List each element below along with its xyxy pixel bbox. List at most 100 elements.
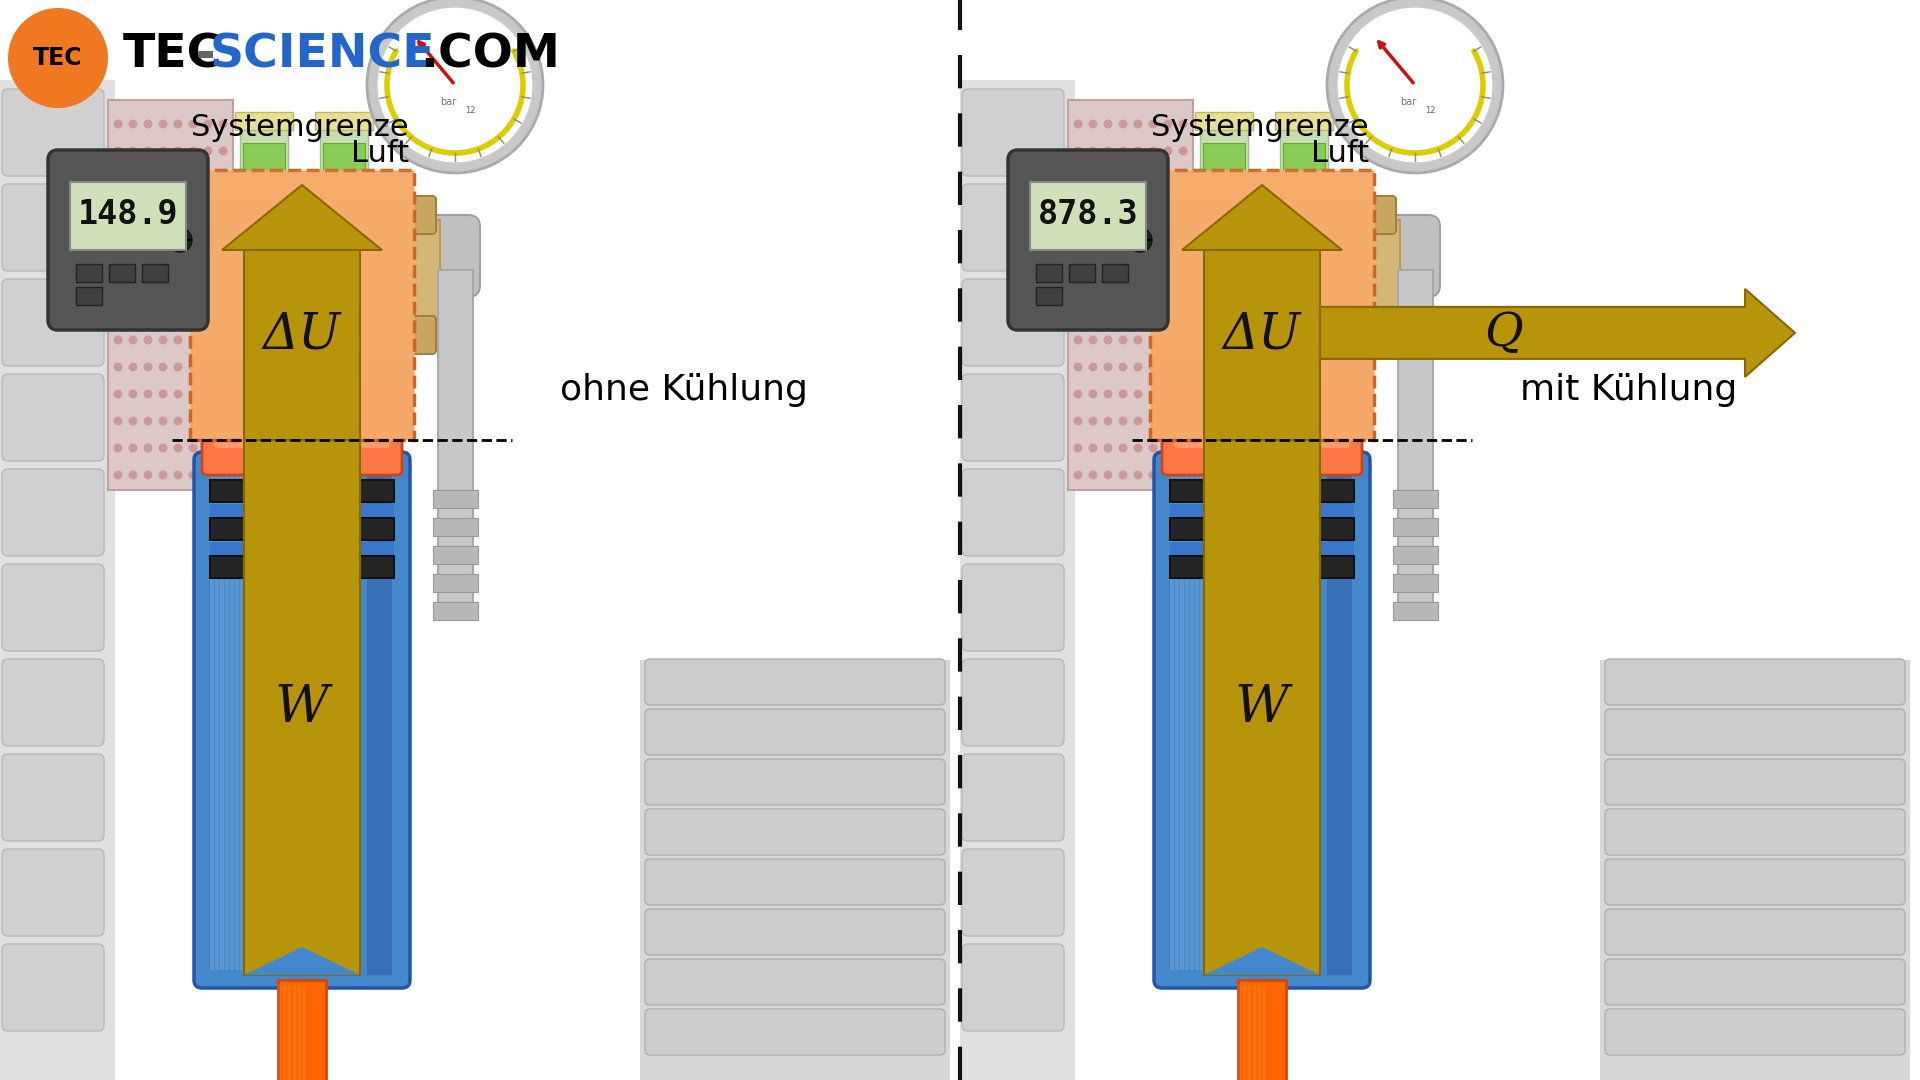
Circle shape <box>1179 363 1187 372</box>
Circle shape <box>8 8 108 108</box>
Circle shape <box>204 471 213 480</box>
FancyBboxPatch shape <box>2 184 104 271</box>
Bar <box>1258 985 1261 1080</box>
Circle shape <box>144 255 152 264</box>
Circle shape <box>1119 282 1127 291</box>
Bar <box>1169 542 1354 556</box>
Bar <box>1283 143 1325 175</box>
Circle shape <box>159 255 167 264</box>
FancyBboxPatch shape <box>962 184 1064 271</box>
Bar <box>209 518 394 540</box>
Circle shape <box>1133 147 1142 156</box>
Circle shape <box>1104 309 1112 318</box>
Circle shape <box>1104 201 1112 210</box>
Circle shape <box>1104 471 1112 480</box>
Bar <box>142 264 169 282</box>
Text: 12: 12 <box>465 106 476 114</box>
Bar <box>380 220 440 320</box>
Circle shape <box>129 444 138 453</box>
FancyBboxPatch shape <box>2 469 104 556</box>
Bar <box>278 980 326 1080</box>
Circle shape <box>159 471 167 480</box>
Circle shape <box>1073 120 1083 129</box>
Text: .COM: .COM <box>420 32 561 78</box>
Bar <box>960 80 1075 1080</box>
Circle shape <box>188 228 198 237</box>
Bar <box>190 224 415 251</box>
Circle shape <box>144 444 152 453</box>
Bar <box>1394 518 1438 536</box>
Text: ohne Kühlung: ohne Kühlung <box>561 373 808 407</box>
Polygon shape <box>244 947 361 975</box>
Circle shape <box>188 255 198 264</box>
Circle shape <box>188 363 198 372</box>
Circle shape <box>1179 471 1187 480</box>
Bar <box>69 183 186 249</box>
Circle shape <box>129 201 138 210</box>
Circle shape <box>1089 444 1098 453</box>
Circle shape <box>159 390 167 399</box>
Circle shape <box>1179 120 1187 129</box>
Bar <box>1394 546 1438 564</box>
Circle shape <box>159 417 167 426</box>
FancyBboxPatch shape <box>962 469 1064 556</box>
Polygon shape <box>223 185 382 249</box>
Bar <box>230 470 234 970</box>
Bar <box>244 413 284 445</box>
Circle shape <box>204 336 213 345</box>
Bar <box>294 985 296 1080</box>
FancyBboxPatch shape <box>1154 453 1371 988</box>
Bar <box>244 240 361 440</box>
Circle shape <box>173 201 182 210</box>
Circle shape <box>1179 444 1187 453</box>
Circle shape <box>113 255 123 264</box>
FancyBboxPatch shape <box>1605 1009 1905 1055</box>
Circle shape <box>169 228 192 252</box>
Circle shape <box>219 471 227 480</box>
Circle shape <box>1089 255 1098 264</box>
Text: -: - <box>196 32 215 78</box>
Circle shape <box>1148 363 1158 372</box>
Bar <box>1283 368 1325 400</box>
Circle shape <box>1148 417 1158 426</box>
Bar <box>1290 255 1350 285</box>
Circle shape <box>1133 336 1142 345</box>
Circle shape <box>1179 309 1187 318</box>
Circle shape <box>173 282 182 291</box>
Circle shape <box>204 282 213 291</box>
Bar <box>321 120 369 450</box>
Circle shape <box>1179 255 1187 264</box>
Bar <box>1169 518 1354 540</box>
Circle shape <box>1119 336 1127 345</box>
Circle shape <box>1073 471 1083 480</box>
Circle shape <box>1179 147 1187 156</box>
Circle shape <box>219 120 227 129</box>
Text: 0: 0 <box>382 120 388 129</box>
Bar <box>209 470 213 970</box>
FancyBboxPatch shape <box>645 809 945 855</box>
Bar <box>1150 251 1375 278</box>
Circle shape <box>144 417 152 426</box>
Bar <box>639 660 950 1080</box>
Text: bar: bar <box>440 97 457 107</box>
Bar <box>1181 470 1185 970</box>
Circle shape <box>1133 201 1142 210</box>
Circle shape <box>1179 228 1187 237</box>
Bar <box>1150 332 1375 359</box>
Circle shape <box>144 228 152 237</box>
Bar <box>1169 556 1354 578</box>
Bar <box>1150 170 1375 440</box>
Circle shape <box>219 147 227 156</box>
FancyBboxPatch shape <box>645 759 945 805</box>
Bar <box>244 368 284 400</box>
Bar <box>323 413 365 445</box>
Circle shape <box>188 309 198 318</box>
Bar <box>77 287 102 305</box>
Circle shape <box>1164 444 1173 453</box>
Bar <box>1340 220 1400 320</box>
Circle shape <box>219 228 227 237</box>
Circle shape <box>204 390 213 399</box>
Circle shape <box>1089 309 1098 318</box>
Bar <box>244 323 284 355</box>
Circle shape <box>1104 444 1112 453</box>
